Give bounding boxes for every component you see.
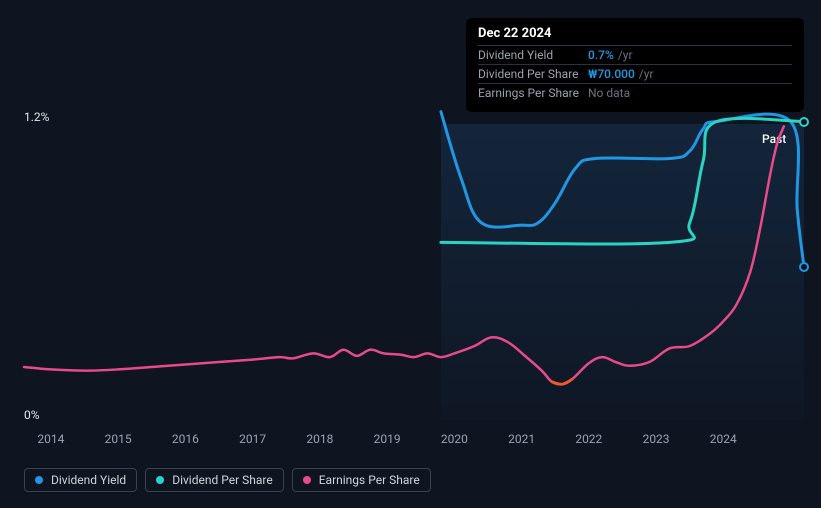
chart-tooltip: Dec 22 2024 Dividend Yield0.7%/yrDividen… [466,18,804,112]
tooltip-row: Dividend Yield0.7%/yr [478,45,792,64]
y-axis-tick-max: 1.2% [24,110,49,124]
series-line-dividend_per_share [441,118,804,244]
tooltip-row-label: Dividend Per Share [478,67,588,81]
tooltip-row: Dividend Per Share₩70.000/yr [478,64,792,83]
x-axis-tick: 2024 [710,432,737,446]
x-axis-tick: 2021 [508,432,535,446]
series-end-marker-dividend_yield [799,262,809,272]
legend-swatch [156,476,164,484]
tooltip-row: Earnings Per ShareNo data [478,83,792,102]
chart-lines-svg [24,124,804,420]
x-axis: 2014 2015 2016 2017 2018 2019 2020 2021 2022 2023… [24,432,804,452]
x-axis-tick: 2020 [441,432,468,446]
x-axis-tick: 2017 [239,432,266,446]
legend-label: Earnings Per Share [319,473,420,487]
series-line-earnings_per_share-highlight [552,379,572,384]
x-axis-tick: 2018 [306,432,333,446]
tooltip-row-label: Dividend Yield [478,48,588,62]
chart-container: Dec 22 2024 Dividend Yield0.7%/yrDividen… [0,0,821,508]
legend-label: Dividend Per Share [172,473,273,487]
legend-swatch [303,476,311,484]
x-axis-tick: 2023 [643,432,670,446]
tooltip-date: Dec 22 2024 [478,26,792,45]
x-axis-tick: 2016 [172,432,199,446]
x-axis-tick: 2019 [374,432,401,446]
plot-area[interactable]: Past [24,124,804,420]
x-axis-tick: 2014 [37,432,64,446]
legend-item[interactable]: Earnings Per Share [292,468,431,492]
x-axis-tick: 2022 [575,432,602,446]
legend-item[interactable]: Dividend Yield [24,468,137,492]
tooltip-row-label: Earnings Per Share [478,86,588,100]
series-line-earnings_per_share [24,126,784,384]
tooltip-row-value: 0.7%/yr [588,48,633,62]
legend-item[interactable]: Dividend Per Share [145,468,284,492]
legend: Dividend Yield Dividend Per Share Earnings… [24,468,431,492]
tooltip-row-value: No data [588,86,630,100]
tooltip-row-value: ₩70.000/yr [588,67,653,81]
legend-label: Dividend Yield [51,473,126,487]
x-axis-tick: 2015 [105,432,132,446]
series-end-marker-dividend_per_share [799,117,809,127]
legend-swatch [35,476,43,484]
